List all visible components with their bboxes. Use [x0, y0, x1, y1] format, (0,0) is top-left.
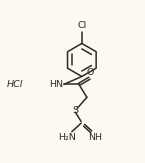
Text: S: S [72, 106, 78, 115]
Text: O: O [87, 68, 94, 77]
Text: H₂N: H₂N [59, 133, 76, 142]
Text: HCl: HCl [7, 80, 23, 89]
Text: Cl: Cl [77, 21, 86, 30]
Text: HN: HN [49, 80, 63, 89]
Text: NH: NH [88, 133, 103, 142]
